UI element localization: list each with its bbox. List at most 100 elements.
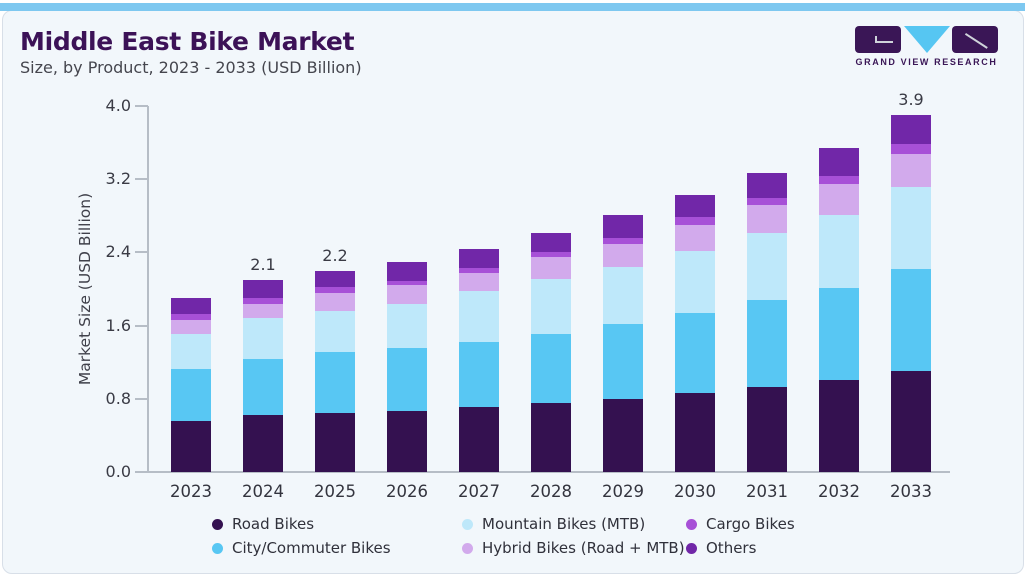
bar-2028-road-bikes bbox=[531, 403, 571, 472]
bar-2031-city-commuter-bikes bbox=[747, 299, 787, 387]
page-title: Middle East Bike Market bbox=[20, 27, 355, 56]
legend-item-others: Others bbox=[686, 537, 756, 559]
bar-2027-city-commuter-bikes bbox=[459, 342, 499, 408]
bar-2024-others bbox=[243, 279, 283, 299]
bar-total-label-2025: 2.2 bbox=[322, 245, 348, 265]
bar-2026-cargo-bikes bbox=[387, 280, 427, 286]
x-label-2029: 2029 bbox=[602, 482, 644, 501]
x-label-2033: 2033 bbox=[890, 482, 932, 501]
y-axis-line bbox=[147, 106, 149, 472]
legend-label-others: Others bbox=[706, 539, 757, 557]
x-label-2027: 2027 bbox=[458, 482, 500, 501]
bar-2033-others bbox=[891, 115, 931, 145]
bar-2024-mountain-bikes-mtb bbox=[243, 318, 283, 359]
bar-2033-cargo-bikes bbox=[891, 144, 931, 154]
bar-2030-cargo-bikes bbox=[675, 216, 715, 225]
bar-2023-hybrid-bikes-road-mtb bbox=[171, 320, 211, 334]
legend-label-city-commuter-bikes: City/Commuter Bikes bbox=[232, 539, 391, 557]
y-axis-title: Market Size (USD Billion) bbox=[76, 192, 94, 386]
bar-2030-others bbox=[675, 194, 715, 217]
bar-2028-hybrid-bikes-road-mtb bbox=[531, 256, 571, 279]
y-tick-label-1.6: 1.6 bbox=[105, 315, 131, 335]
y-tick-label-4.0: 4.0 bbox=[105, 96, 131, 115]
bar-2033-hybrid-bikes-road-mtb bbox=[891, 153, 931, 187]
bar-2029-mountain-bikes-mtb bbox=[603, 267, 643, 324]
bar-2023 bbox=[171, 298, 211, 472]
bar-2030-road-bikes bbox=[675, 393, 715, 472]
bar-2029-city-commuter-bikes bbox=[603, 323, 643, 399]
bar-2024-road-bikes bbox=[243, 415, 283, 472]
bar-2026-mountain-bikes-mtb bbox=[387, 303, 427, 349]
gvr-logo-v-icon bbox=[904, 26, 950, 53]
bar-2023-cargo-bikes bbox=[171, 313, 211, 321]
legend-swatch-mountain-bikes-mtb bbox=[462, 518, 473, 530]
bar-2030 bbox=[675, 194, 715, 472]
bar-2028-city-commuter-bikes bbox=[531, 333, 571, 404]
bar-2029-hybrid-bikes-road-mtb bbox=[603, 244, 643, 268]
x-label-2025: 2025 bbox=[314, 482, 356, 501]
bar-2025 bbox=[315, 270, 355, 472]
legend-item-road-bikes: Road Bikes bbox=[212, 513, 314, 535]
legend-item-cargo-bikes: Cargo Bikes bbox=[686, 513, 795, 535]
bar-2032 bbox=[819, 148, 859, 472]
bar-2032-others bbox=[819, 148, 859, 176]
y-tick-1.6 bbox=[135, 324, 148, 327]
bar-2024 bbox=[243, 279, 283, 472]
bar-2023-mountain-bikes-mtb bbox=[171, 333, 211, 369]
bar-2024-hybrid-bikes-road-mtb bbox=[243, 303, 283, 319]
x-axis-line bbox=[147, 471, 950, 473]
bar-2025-mountain-bikes-mtb bbox=[315, 310, 355, 353]
bar-2026-city-commuter-bikes bbox=[387, 348, 427, 411]
bar-2028-others bbox=[531, 233, 571, 253]
bar-2026 bbox=[387, 261, 427, 472]
bar-2027-hybrid-bikes-road-mtb bbox=[459, 272, 499, 291]
bar-2028-cargo-bikes bbox=[531, 252, 571, 257]
y-tick-4.0 bbox=[135, 105, 148, 107]
bar-2025-others bbox=[315, 270, 355, 288]
y-tick-2.4 bbox=[135, 251, 148, 254]
bar-2026-hybrid-bikes-road-mtb bbox=[387, 285, 427, 304]
bar-2033-road-bikes bbox=[891, 371, 931, 472]
bar-2023-road-bikes bbox=[171, 420, 211, 472]
bar-2027-road-bikes bbox=[459, 407, 499, 472]
bar-2026-road-bikes bbox=[387, 410, 427, 472]
bar-total-label-2033: 3.9 bbox=[898, 90, 924, 110]
bar-2032-road-bikes bbox=[819, 380, 859, 472]
gvr-logo-mark bbox=[855, 26, 998, 53]
bar-2027-cargo-bikes bbox=[459, 267, 499, 273]
bar-2029-others bbox=[603, 214, 643, 238]
bar-2025-city-commuter-bikes bbox=[315, 352, 355, 413]
bar-2028 bbox=[531, 233, 571, 472]
y-tick-0.8 bbox=[135, 397, 148, 400]
gvr-logo-r-icon bbox=[952, 26, 998, 53]
y-tick-0.0 bbox=[135, 471, 148, 473]
bar-2029-cargo-bikes bbox=[603, 237, 643, 245]
bar-2033-mountain-bikes-mtb bbox=[891, 186, 931, 269]
bar-2033-city-commuter-bikes bbox=[891, 268, 931, 372]
y-tick-label-0.8: 0.8 bbox=[105, 388, 131, 408]
gvr-logo-g-icon bbox=[855, 26, 901, 53]
bar-2031-others bbox=[747, 172, 787, 199]
bar-2033 bbox=[891, 115, 931, 472]
bar-2027 bbox=[459, 248, 499, 472]
bar-2032-mountain-bikes-mtb bbox=[819, 214, 859, 289]
bar-2025-cargo-bikes bbox=[315, 287, 355, 293]
x-label-2030: 2030 bbox=[674, 482, 716, 501]
legend-item-hybrid-bikes-road-mtb: Hybrid Bikes (Road + MTB) bbox=[462, 537, 685, 559]
legend-item-city-commuter-bikes: City/Commuter Bikes bbox=[212, 537, 391, 559]
bar-2031-cargo-bikes bbox=[747, 198, 787, 205]
legend-label-cargo-bikes: Cargo Bikes bbox=[706, 515, 795, 533]
bar-2031-hybrid-bikes-road-mtb bbox=[747, 204, 787, 234]
legend-swatch-others bbox=[686, 542, 697, 554]
bar-2027-others bbox=[459, 248, 499, 268]
bar-2024-city-commuter-bikes bbox=[243, 358, 283, 416]
x-label-2028: 2028 bbox=[530, 482, 572, 501]
x-label-2023: 2023 bbox=[170, 482, 212, 501]
legend-label-mountain-bikes-mtb: Mountain Bikes (MTB) bbox=[482, 515, 646, 533]
bar-2025-road-bikes bbox=[315, 412, 355, 472]
bar-total-label-2024: 2.1 bbox=[250, 254, 276, 274]
y-tick-label-2.4: 2.4 bbox=[105, 242, 131, 262]
legend-item-mountain-bikes-mtb: Mountain Bikes (MTB) bbox=[462, 513, 645, 535]
